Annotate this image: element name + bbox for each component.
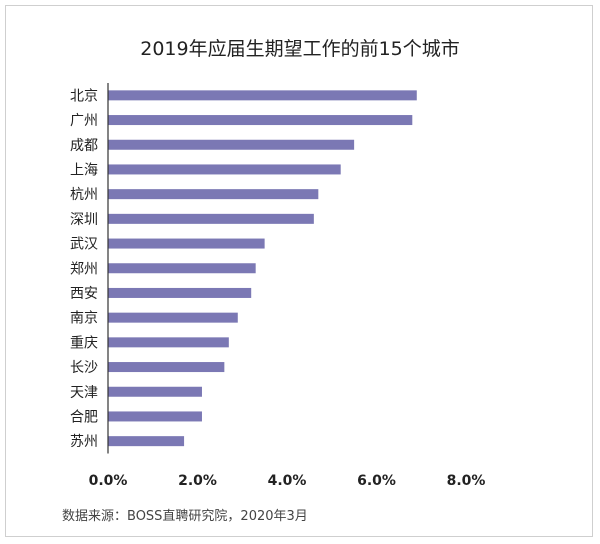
category-label: 上海 <box>70 162 98 178</box>
category-label: 西安 <box>70 286 98 302</box>
category-label: 南京 <box>70 311 98 327</box>
category-label: 杭州 <box>70 187 98 203</box>
bar-13 <box>108 411 202 422</box>
x-tick-label: 6.0% <box>357 473 396 489</box>
bar-12 <box>108 386 202 397</box>
bar-1 <box>108 115 413 126</box>
bar-6 <box>108 238 265 249</box>
bar-9 <box>108 312 238 323</box>
chart-title: 2019年应届生期望工作的前15个城市 <box>140 38 460 60</box>
category-label: 北京 <box>70 88 98 104</box>
category-label: 成都 <box>70 138 98 154</box>
x-tick-label: 2.0% <box>178 473 217 489</box>
x-tick-label: 4.0% <box>268 473 307 489</box>
category-label: 天津 <box>70 385 98 401</box>
source-note: 数据来源：BOSS直聘研究院，2020年3月 <box>62 509 308 524</box>
category-label: 重庆 <box>70 335 98 351</box>
bar-2 <box>108 139 355 150</box>
x-tick-label: 8.0% <box>447 473 486 489</box>
category-label: 苏州 <box>70 434 98 450</box>
bar-11 <box>108 362 225 373</box>
bar-3 <box>108 164 341 175</box>
x-tick-labels-group: 0.0% 2.0% 4.0% 6.0% 8.0% <box>89 473 486 489</box>
category-label: 深圳 <box>70 212 98 228</box>
bar-4 <box>108 189 319 200</box>
x-tick-label: 0.0% <box>89 473 128 489</box>
bar-8 <box>108 287 252 298</box>
category-label: 合肥 <box>70 409 98 425</box>
bar-0 <box>108 90 417 101</box>
bar-5 <box>108 213 314 224</box>
bar-7 <box>108 263 256 274</box>
category-label: 武汉 <box>70 237 98 253</box>
bars-group <box>108 90 417 447</box>
category-label: 长沙 <box>70 360 98 376</box>
bar-14 <box>108 436 185 447</box>
category-label: 广州 <box>70 113 98 129</box>
bar-10 <box>108 337 229 348</box>
category-label: 郑州 <box>70 261 98 277</box>
